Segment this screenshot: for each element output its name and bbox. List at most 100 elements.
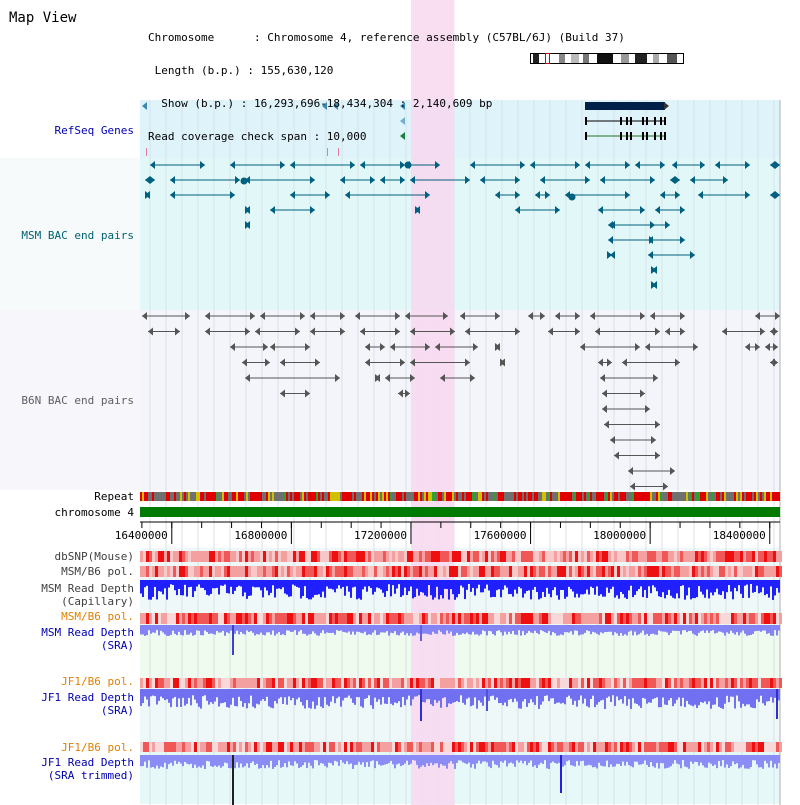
msm-b6-pol-a-strip-cell (614, 566, 617, 577)
msm-depth-sra-bar (748, 625, 750, 636)
msm-b6-pol-b-strip-cell (656, 613, 659, 624)
msm-depth-capillary-bar (382, 580, 384, 593)
jf1-depth-trimmed-bar (602, 755, 604, 767)
exon (620, 117, 622, 125)
msm-b6-pol-b-strip-cell (566, 613, 569, 624)
msm-b6-pol-a-strip-cell (197, 566, 200, 577)
msm-depth-sra-bar (254, 625, 256, 636)
jf1-b6-pol-b-strip-cell (464, 742, 467, 752)
dbsnp-strip-cell (317, 551, 320, 562)
jf1-depth-trimmed-bar (584, 755, 586, 766)
jf1-depth-sra-bar (284, 689, 286, 698)
msm-depth-sra-bar (744, 625, 746, 634)
jf1-depth-trimmed-bar (662, 755, 664, 764)
jf1-depth-sra-bar (266, 689, 268, 697)
jf1-depth-sra-bar (772, 689, 774, 703)
msm-b6-pol-b-strip-cell (698, 613, 701, 624)
repeat-mark (650, 492, 652, 501)
msm-depth-sra-bar (694, 625, 696, 635)
repeat-mark (764, 492, 766, 501)
jf1-depth-trimmed-bar (162, 755, 164, 768)
jf1-b6-pol-b-strip-cell (734, 742, 737, 752)
jf1-depth-trimmed-bar (190, 755, 192, 764)
gene-arrow (664, 102, 669, 110)
msm-bac-end (200, 161, 205, 169)
msm-depth-capillary-bar (286, 580, 288, 595)
chromosome-ideogram[interactable] (530, 53, 684, 64)
repeat-mark (762, 492, 764, 501)
b6n-bac-end (645, 343, 650, 351)
jf1-depth-sra-bar (700, 689, 702, 702)
repeat-mark (474, 492, 476, 501)
jf1-b6-pol-a-strip-cell (557, 678, 560, 688)
msm-depth-sra-bar (630, 625, 632, 631)
msm-bac-end (370, 176, 375, 184)
dbsnp-strip-cell (629, 551, 632, 562)
repeat-mark (152, 492, 154, 501)
msm-depth-capillary-bar (760, 580, 762, 593)
repeat-mark (700, 492, 702, 501)
dbsnp-strip-cell (230, 551, 233, 562)
dbsnp-strip-cell (494, 551, 497, 562)
msm-b6-pol-a-strip-cell (530, 566, 533, 577)
msm-b6-pol-a-strip-cell (233, 566, 236, 577)
jf1-depth-trimmed-bar (486, 755, 488, 763)
jf1-depth-sra-bar (302, 689, 304, 706)
msm-depth-sra-bar (224, 625, 226, 636)
jf1-b6-pol-a-strip-cell (722, 678, 725, 688)
jf1-depth-sra-bar (676, 689, 678, 700)
msm-depth-capillary-bar (280, 580, 282, 590)
dbsnp-strip-cell (617, 551, 620, 562)
msm-depth-capillary-bar (212, 580, 214, 589)
jf1-b6-pol-a-strip-cell (524, 678, 527, 688)
repeat-mark (198, 492, 200, 501)
msm-depth-capillary-bar (160, 580, 162, 592)
repeat-mark (166, 492, 168, 501)
msm-depth-sra-bar (660, 625, 662, 632)
jf1-b6-pol-a-strip-cell (206, 678, 209, 688)
jf1-depth-trimmed-bar (456, 755, 458, 763)
jf1-b6-pol-b-strip-cell (458, 742, 461, 752)
jf1-b6-pol-a-strip-cell (353, 678, 356, 688)
jf1-depth-trimmed-bar (668, 755, 670, 768)
msm-depth-capillary-bar (296, 580, 298, 587)
msm-depth-capillary-bar (738, 580, 740, 586)
msm-depth-sra-bar (206, 625, 208, 632)
jf1-depth-sra-bar (622, 689, 624, 704)
msm-depth-capillary-bar (428, 580, 430, 586)
repeat-mark (222, 492, 224, 501)
jf1-depth-trimmed-bar (620, 755, 622, 766)
jf1-depth-trimmed-bar (564, 755, 566, 766)
msm-depth-capillary-bar (308, 580, 310, 600)
msm-b6-pol-b-strip-cell (203, 613, 206, 624)
msm-depth-sra-bar (420, 625, 422, 641)
repeat-mark (698, 492, 700, 501)
repeat-mark (416, 492, 418, 501)
msm-depth-capillary-bar (608, 580, 610, 593)
repeat-mark (516, 492, 518, 501)
msm-depth-capillary-bar (388, 580, 390, 585)
msm-depth-sra-bar (380, 625, 382, 633)
repeat-mark (520, 492, 522, 501)
msm-bac-end (245, 221, 250, 229)
dbsnp-strip-cell (272, 551, 275, 562)
repeat-mark (490, 492, 492, 501)
repeat-mark (478, 492, 480, 501)
msm-depth-sra-bar (174, 625, 176, 634)
repeat-mark (582, 492, 584, 501)
msm-bac-end (651, 281, 656, 289)
snp-mark (338, 148, 339, 156)
msm-b6-pol-a-strip-cell (545, 566, 548, 577)
jf1-depth-sra-bar (500, 689, 502, 703)
b6n-bac-label: B6N BAC end pairs (21, 394, 134, 407)
msm-depth-sra-bar (154, 625, 156, 633)
msm-depth-sra-bar (150, 625, 152, 634)
msm-depth-capillary-bar (718, 580, 720, 595)
jf1-depth-trimmed-bar (364, 755, 366, 768)
jf1-depth-trimmed-bar (636, 755, 638, 762)
msm-depth-sra-bar (580, 625, 582, 635)
msm-b6-pol-b-strip-cell (473, 613, 476, 624)
dbsnp-strip-cell (515, 551, 518, 562)
dbsnp-strip-cell (341, 551, 344, 562)
